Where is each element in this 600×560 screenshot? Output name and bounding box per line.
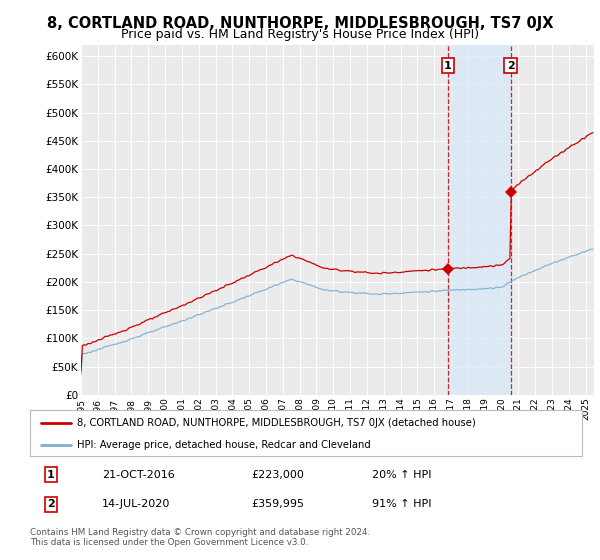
Text: HPI: Average price, detached house, Redcar and Cleveland: HPI: Average price, detached house, Redc…: [77, 440, 371, 450]
Bar: [448, 45, 511, 395]
Text: 8, CORTLAND ROAD, NUNTHORPE, MIDDLESBROUGH, TS7 0JX (detached house): 8, CORTLAND ROAD, NUNTHORPE, MIDDLESBROU…: [77, 418, 476, 428]
Text: 1: 1: [47, 470, 55, 480]
Text: 2: 2: [47, 500, 55, 509]
Text: 14-JUL-2020: 14-JUL-2020: [102, 500, 170, 509]
Text: 2: 2: [506, 60, 514, 71]
Text: 20% ↑ HPI: 20% ↑ HPI: [372, 470, 432, 480]
Text: £223,000: £223,000: [251, 470, 304, 480]
Text: 8, CORTLAND ROAD, NUNTHORPE, MIDDLESBROUGH, TS7 0JX: 8, CORTLAND ROAD, NUNTHORPE, MIDDLESBROU…: [47, 16, 553, 31]
Text: 91% ↑ HPI: 91% ↑ HPI: [372, 500, 432, 509]
Text: 21-OCT-2016: 21-OCT-2016: [102, 470, 175, 480]
Text: Price paid vs. HM Land Registry's House Price Index (HPI): Price paid vs. HM Land Registry's House …: [121, 28, 479, 41]
Text: Contains HM Land Registry data © Crown copyright and database right 2024.
This d: Contains HM Land Registry data © Crown c…: [30, 528, 370, 547]
Text: 1: 1: [444, 60, 452, 71]
Text: £359,995: £359,995: [251, 500, 304, 509]
